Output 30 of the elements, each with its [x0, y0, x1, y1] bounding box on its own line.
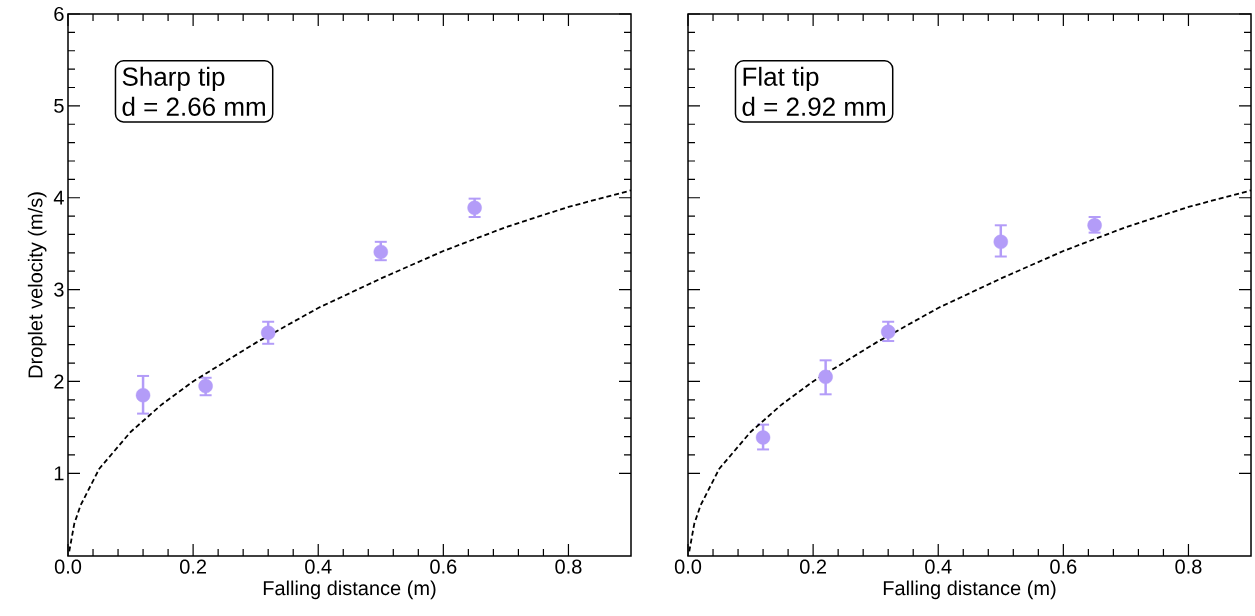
x-tick-label: 0.6: [1050, 559, 1077, 574]
x-tick-label: 0.0: [674, 559, 702, 574]
x-tick-label: 0.8: [1175, 559, 1202, 574]
y-tick-label: 3: [54, 282, 64, 297]
x-tick-label: 0.2: [800, 559, 827, 574]
point: [373, 244, 388, 260]
x-axis-title: Falling distance (m): [883, 580, 1056, 600]
point: [818, 369, 833, 385]
point: [135, 388, 151, 403]
point: [880, 324, 896, 340]
point: [755, 430, 771, 445]
y-tick-label: 4: [53, 190, 64, 205]
y-tick-label: 2: [54, 374, 64, 389]
x-tick-label: 0.4: [925, 559, 952, 574]
x-tick-label: 0.8: [555, 559, 582, 574]
point: [260, 325, 276, 340]
x-tick-label: 0.4: [305, 559, 332, 574]
annotation: d = 2.92 mm: [742, 96, 885, 116]
x-tick-label: 0.6: [430, 559, 457, 574]
point: [993, 234, 1008, 250]
y-tick-label: 1: [54, 466, 64, 481]
y-tick-label: 5: [54, 98, 64, 113]
x-axis-title: Falling distance (m): [263, 580, 436, 600]
x-tick-label: 0.0: [54, 559, 82, 574]
annotation: d = 2.66 mm: [122, 96, 265, 116]
y-tick-label: 6: [54, 6, 64, 22]
x-tick-label: 0.2: [180, 559, 207, 574]
annotation: Sharp tip: [122, 66, 225, 92]
y-axis-title: Droplet velocity (m/s): [27, 192, 47, 378]
annotation: Flat tip: [743, 66, 819, 92]
